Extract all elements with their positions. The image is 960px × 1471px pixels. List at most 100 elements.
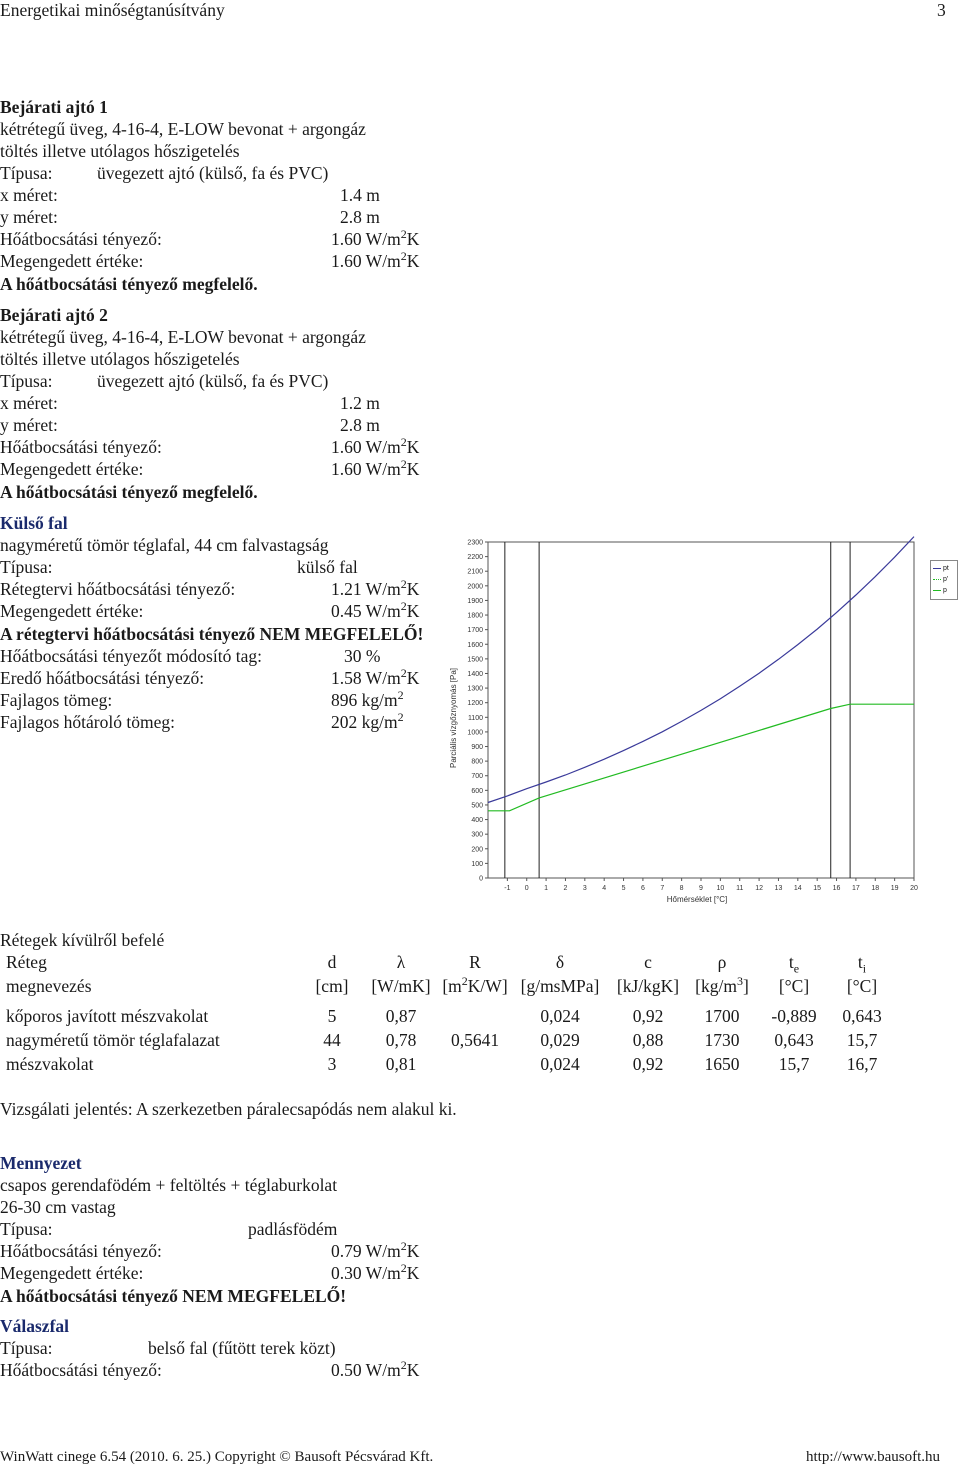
layers-table: Réteg d λ R δ c ρ te ti megnevezés [cm] … [2,950,892,1076]
door1-type-label: Típusa: [0,163,53,183]
cell: 3 [327,1053,337,1074]
partition-u-label: Hőátbocsátási tényező: [0,1360,162,1380]
x-tick-label: 7 [660,885,664,892]
wall-mod-label: Hőátbocsátási tényezőt módosító tag: [0,646,262,666]
x-tick-label: 2 [564,885,568,892]
wall-title: Külső fal [0,513,68,533]
cell: mészvakolat [6,1053,94,1074]
door2-x-label: x méret: [0,393,58,413]
cell: 0,024 [540,1053,580,1074]
ceiling-result: A hőátbocsátási tényező NEM MEGFELELŐ! [0,1286,347,1306]
wall-u-label: Rétegtervi hőátbocsátási tényező: [0,579,236,599]
y-tick-label: 1000 [467,729,483,736]
door2-m-label: Megengedett értéke: [0,459,144,479]
legend-label: p [943,587,947,594]
table-unit-row: megnevezés [cm] [W/mK] [m2K/W] [g/msMPa]… [2,974,892,998]
door2-title: Bejárati ajtó 2 [0,305,108,325]
ceiling-m-label: Megengedett értéke: [0,1263,144,1283]
door1-m-label: Megengedett értéke: [0,251,144,271]
x-tick-label: 18 [871,885,879,892]
door2-u-value: 1.60 W/m2K [331,435,420,457]
door1-desc2: töltés illetve utólagos hőszigetelés [0,141,240,161]
col-unit: [°C] [846,975,878,996]
x-tick-label: 13 [775,885,783,892]
door1-u-label: Hőátbocsátási tényező: [0,229,162,249]
col-head: R [469,951,481,972]
footer-link[interactable]: http://www.bausoft.hu [806,1449,941,1465]
y-tick-label: 100 [471,861,483,868]
x-tick-label: 14 [794,885,802,892]
wall-desc: nagyméretű tömör téglafal, 44 cm falvast… [0,535,329,555]
y-tick-label: 1600 [467,642,483,649]
legend-swatch [933,568,941,569]
x-tick-label: 9 [699,885,703,892]
wall-u-value: 1.21 W/m2K [331,577,420,599]
y-tick-label: 2200 [467,554,483,561]
wall-mass-value: 896 kg/m2 [331,688,404,710]
vapor-pressure-chart: 0 100 200 300 400 500 600 700 800 900 1000 1100 1200… [444,528,960,908]
legend-item-p: p [931,585,957,596]
y-tick-label: 200 [471,846,483,853]
chart-svg: 0100200300400500600700800900100011001200… [449,536,918,904]
cell: 1650 [704,1053,740,1074]
y-tick-label: 1700 [467,627,483,634]
door2-u-label: Hőátbocsátási tényező: [0,437,162,457]
wall-res-label: Eredő hőátbocsátási tényező: [0,668,205,688]
cell: 0,92 [632,1053,664,1074]
x-tick-label: 5 [622,885,626,892]
chart-plot-area: 0100200300400500600700800900100011001200… [467,536,918,892]
ceiling-u-label: Hőátbocsátási tényező: [0,1241,162,1261]
x-tick-label: 4 [602,885,606,892]
x-tick-label: 20 [910,885,918,892]
col-head: λ [396,951,406,972]
col-unit: [kJ/kgK] [616,975,680,996]
cell: 0,024 [540,1005,580,1026]
col-head: ti [857,951,867,975]
wall-m-value: 0.45 W/m2K [331,599,420,621]
y-tick-label: 1800 [467,613,483,620]
col-head: c [644,951,652,972]
ceiling-u-value: 0.79 W/m2K [331,1239,420,1261]
col-unit: [kg/m3] [695,973,749,996]
cell: 15,7 [778,1053,810,1074]
cell: -0,889 [771,1005,817,1026]
chart-legend: pt p' p [930,560,958,600]
y-tick-label: 0 [479,876,483,883]
col-head: Réteg [6,951,47,972]
door1-result: A hőátbocsátási tényező megfelelő. [0,274,258,294]
door2-y-label: y méret: [0,415,58,435]
y-tick-label: 1400 [467,671,483,678]
table-header-row: Réteg d λ R δ c ρ te ti [2,950,892,975]
report-text: Vizsgálati jelentés: A szerkezetben pára… [0,1099,457,1119]
cell: nagyméretű tömör téglafalazat [6,1029,220,1050]
partition-type-value: belső fal (fűtött terek közt) [148,1338,336,1358]
series-line-pt [487,536,915,804]
y-tick-label: 1200 [467,700,483,707]
y-tick-label: 1300 [467,686,483,693]
y-tick-label: 1500 [467,656,483,663]
door2-y-value: 2.8 m [340,415,380,435]
col-unit: [cm] [315,975,349,996]
x-tick-label: 8 [680,885,684,892]
cell: 0,78 [385,1029,417,1050]
legend-label: p' [943,576,949,583]
col-unit: [m2K/W] [442,973,508,996]
y-tick-label: 1900 [467,598,483,605]
partition-title: Válaszfal [0,1316,70,1336]
cell: 44 [323,1029,341,1050]
col-head: d [327,951,337,972]
cell: 0,5641 [450,1029,500,1050]
cell: 0,88 [632,1029,664,1050]
cell: 1700 [704,1005,740,1026]
legend-label: pt [943,565,949,572]
wall-mod-value: 30 % [344,646,381,666]
footer-left: WinWatt cinege 6.54 (2010. 6. 25.) Copyr… [0,1449,434,1465]
door1-m-value: 1.60 W/m2K [331,249,420,271]
cell: 0,81 [385,1053,417,1074]
table-row: kőporos javított mészvakolat 5 0,87 0,02… [2,1004,892,1028]
door1-type-value: üvegezett ajtó (külső, fa és PVC) [97,163,329,183]
ceiling-type-value: padlásfödém [248,1219,338,1239]
y-tick-label: 400 [471,817,483,824]
wall-type-label: Típusa: [0,557,53,577]
x-tick-label: 3 [583,885,587,892]
